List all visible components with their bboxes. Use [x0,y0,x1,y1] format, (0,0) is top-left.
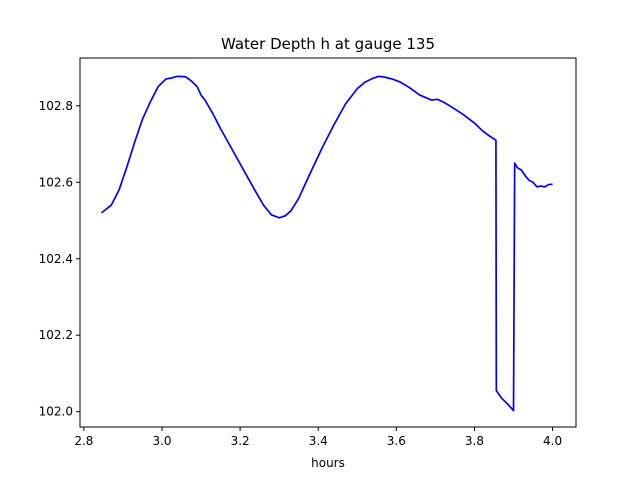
y-tick-label: 102.0 [39,405,73,419]
y-axis-ticks: 102.0 102.2 102.4 102.6 102.8 [39,99,80,419]
x-axis-label: hours [311,456,345,470]
y-tick-label: 102.4 [39,252,73,266]
x-tick-label: 4.0 [543,434,562,448]
x-tick-label: 3.8 [465,434,484,448]
x-tick-label: 2.8 [74,434,93,448]
x-tick-label: 3.2 [231,434,250,448]
x-tick-label: 3.6 [387,434,406,448]
y-tick-label: 102.8 [39,99,73,113]
x-tick-label: 3.0 [152,434,171,448]
plot-series [100,75,553,412]
plot-area-frame [79,57,577,428]
x-tick-label: 3.4 [309,434,328,448]
y-tick-label: 102.6 [39,175,73,189]
chart-title: Water Depth h at gauge 135 [221,35,435,53]
y-tick-label: 102.2 [39,328,73,342]
x-axis-ticks: 2.8 3.0 3.2 3.4 3.6 3.8 4.0 [74,427,562,448]
series-line-0 [100,75,553,412]
